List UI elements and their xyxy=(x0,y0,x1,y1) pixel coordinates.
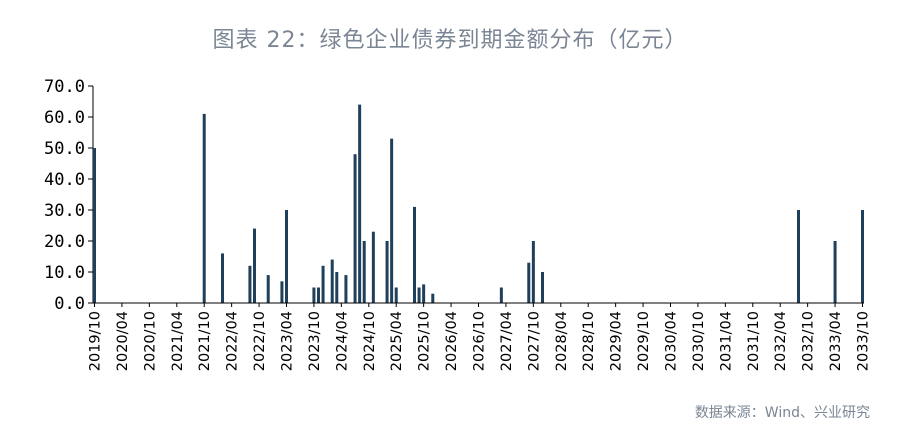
x-tick-label: 2026/04 xyxy=(444,311,460,371)
x-tick-label: 2022/10 xyxy=(252,311,268,371)
bar xyxy=(417,287,421,303)
bar xyxy=(330,259,334,303)
bar xyxy=(321,265,325,303)
x-tick-label: 2021/04 xyxy=(170,311,186,371)
bar xyxy=(833,241,837,303)
x-tick-label: 2023/10 xyxy=(307,311,323,371)
bar xyxy=(413,206,416,303)
x-tick-label: 2033/10 xyxy=(856,311,872,371)
x-tick-label: 2029/04 xyxy=(609,311,625,371)
x-tick-label: 2033/04 xyxy=(828,311,844,371)
x-tick-label: 2031/10 xyxy=(746,311,762,371)
x-tick-label: 2032/04 xyxy=(773,311,789,371)
bar xyxy=(221,253,224,303)
x-tick-label: 2026/10 xyxy=(472,311,488,371)
bar xyxy=(531,241,535,303)
bar xyxy=(280,281,284,303)
bar xyxy=(285,210,288,303)
bar xyxy=(422,284,426,303)
bar xyxy=(362,241,366,303)
y-tick-label: 0.0 xyxy=(54,294,85,314)
bar xyxy=(248,265,252,303)
bar xyxy=(394,287,398,303)
bar xyxy=(344,275,348,303)
bar xyxy=(527,262,531,303)
bar xyxy=(385,241,389,303)
x-tick-label: 2020/04 xyxy=(115,311,131,371)
x-tick-label: 2023/04 xyxy=(280,311,296,371)
y-tick-label: 30.0 xyxy=(44,201,85,221)
x-tick-label: 2025/04 xyxy=(389,311,405,371)
x-tick-label: 2024/10 xyxy=(362,311,378,371)
x-tick-label: 2025/10 xyxy=(417,311,433,371)
y-tick-label: 50.0 xyxy=(44,139,85,159)
x-tick-label: 2029/10 xyxy=(636,311,652,371)
y-tick-label: 40.0 xyxy=(44,170,85,190)
bar xyxy=(499,287,503,303)
x-tick-label: 2027/04 xyxy=(499,311,515,371)
x-tick-label: 2030/04 xyxy=(664,311,680,371)
bar xyxy=(797,210,800,303)
x-tick-label: 2031/04 xyxy=(718,311,734,371)
bar xyxy=(371,231,375,303)
bar xyxy=(312,287,316,303)
x-tick-label: 2032/10 xyxy=(801,311,817,371)
chart-title: 图表 22：绿色企业债券到期金额分布（亿元） xyxy=(212,28,688,53)
bar xyxy=(861,210,864,303)
bar xyxy=(390,138,394,303)
x-tick-label: 2027/10 xyxy=(526,311,542,371)
x-tick-label: 2028/04 xyxy=(554,311,570,371)
x-tick-label: 2022/04 xyxy=(225,311,241,371)
y-tick-label: 10.0 xyxy=(44,263,85,283)
bar xyxy=(335,272,339,303)
bar xyxy=(431,293,435,303)
y-tick-label: 70.0 xyxy=(44,77,85,97)
bar xyxy=(93,148,96,303)
bar xyxy=(253,228,256,303)
bar xyxy=(541,272,544,303)
source-note: 数据来源：Wind、兴业研究 xyxy=(694,405,870,421)
x-tick-label: 2020/10 xyxy=(142,311,158,371)
x-tick-label: 2030/10 xyxy=(691,311,707,371)
x-tick-label: 2019/10 xyxy=(88,311,104,371)
bar xyxy=(202,113,206,304)
x-tick-label: 2024/04 xyxy=(334,311,350,371)
y-tick-label: 60.0 xyxy=(44,108,85,128)
bar xyxy=(353,154,357,303)
bar xyxy=(266,275,270,303)
bar xyxy=(317,287,320,303)
x-tick-label: 2021/10 xyxy=(197,311,213,371)
y-tick-label: 20.0 xyxy=(44,232,85,252)
bar xyxy=(358,104,362,303)
x-tick-label: 2028/10 xyxy=(581,311,597,371)
